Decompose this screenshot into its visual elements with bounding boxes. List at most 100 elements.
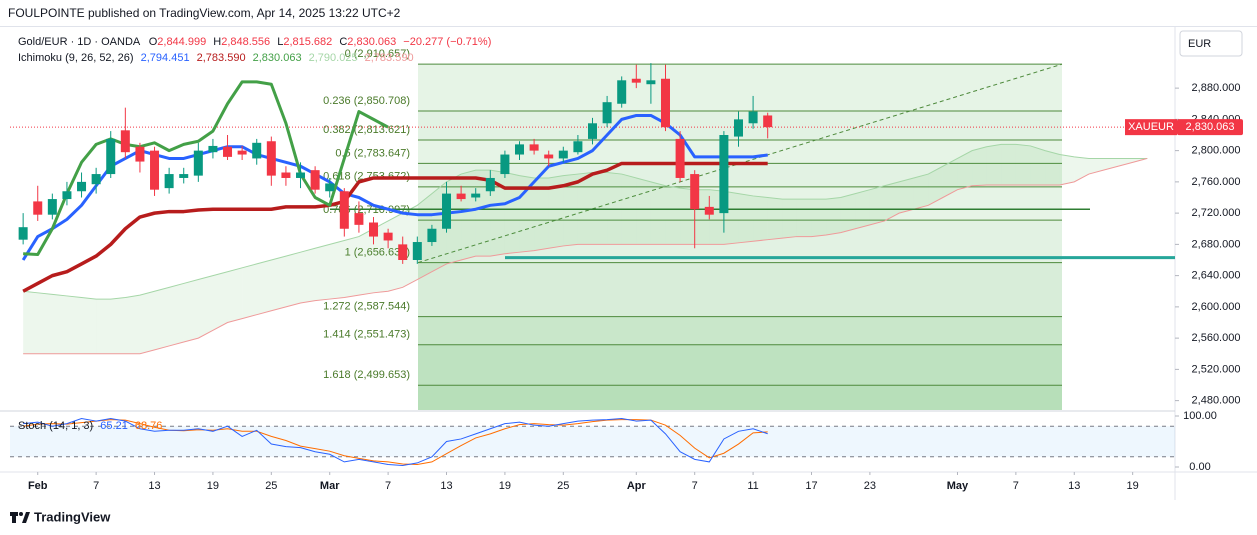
cloud-fill: [212, 271, 228, 331]
y-tick-label: 2,800.000: [1192, 145, 1241, 157]
h-value: 2,848.556: [221, 36, 270, 48]
currency-box[interactable]: [1179, 30, 1243, 57]
x-tick-label: May: [947, 480, 969, 492]
stoch-legend: Stoch (14, 1, 3) 65.21 68.76: [18, 420, 162, 432]
y-tick-label: 2,880.000: [1192, 82, 1241, 94]
fib-label: 1.414 (2,551.473): [323, 329, 410, 341]
indicator-name: Ichimoku (9, 26, 52, 26): [18, 52, 134, 64]
candle-body: [471, 193, 481, 198]
chart-title: FOULPOINTE published on TradingView.com,…: [8, 6, 401, 20]
candle-body: [77, 181, 87, 192]
candle-body: [646, 80, 656, 85]
candle-body: [733, 119, 743, 137]
cloud-fill: [607, 172, 622, 245]
fib-band: [418, 344, 1062, 386]
indicator-legend: Ichimoku (9, 26, 52, 26) 2,794.451 2,783…: [18, 52, 414, 64]
cloud-fill: [796, 199, 812, 237]
cloud-fill: [23, 291, 38, 354]
candle-body: [558, 150, 568, 159]
candle-body: [500, 154, 510, 175]
candle-body: [456, 193, 466, 200]
y-tick-label: 2,720.000: [1192, 207, 1241, 219]
cloud-fill: [826, 197, 841, 235]
fib-label: 0.5 (2,783.647): [335, 147, 410, 159]
cloud-fill: [928, 166, 943, 206]
candle-body: [237, 150, 247, 155]
candle-body: [135, 146, 145, 162]
fib-label: 0.618 (2,753.672): [323, 171, 410, 183]
candle-body: [719, 135, 729, 214]
x-tick-label: 13: [1068, 480, 1080, 492]
candle-body: [442, 193, 452, 229]
cloud-fill: [1088, 158, 1104, 175]
ichimoku-line: [21, 113, 768, 261]
fib-label: 1 (2,656.636): [345, 247, 410, 259]
cloud-edge: [23, 143, 1148, 300]
cloud-fill: [840, 193, 856, 233]
x-tick-label: Apr: [627, 480, 647, 492]
candle-body: [573, 141, 583, 153]
candle-body: [18, 227, 28, 240]
cloud-fill: [490, 170, 505, 257]
l-label: L: [277, 36, 283, 48]
candle-body: [266, 141, 276, 176]
cloud-fill: [461, 170, 476, 260]
cloud-fill: [913, 174, 929, 210]
candle-body: [120, 130, 130, 153]
x-tick-label: 7: [1013, 480, 1019, 492]
candle-body: [281, 172, 291, 178]
ichimoku-line: [23, 80, 389, 257]
x-tick-label: 7: [385, 480, 391, 492]
candle-body: [223, 146, 233, 157]
cloud-fill: [227, 267, 243, 323]
candle-body: [208, 145, 218, 153]
candle-body: [412, 242, 422, 260]
cloud-fill: [650, 181, 666, 245]
x-tick-label: Feb: [28, 480, 48, 492]
cloud-fill: [66, 295, 82, 354]
cloud-fill: [344, 236, 359, 298]
fib-band: [418, 316, 1062, 345]
candle-body: [617, 80, 627, 104]
fib-label: 0.236 (2,850.708): [323, 95, 410, 107]
y-tick-label: 2,520.000: [1192, 363, 1241, 375]
cloud-fill: [1030, 145, 1046, 185]
cloud-fill: [256, 260, 272, 315]
y-tick-label: 2,640.000: [1192, 270, 1241, 282]
candle-body: [602, 102, 612, 124]
cloud-fill: [899, 177, 914, 214]
x-tick-label: 7: [93, 480, 99, 492]
c-label: C: [339, 36, 347, 48]
o-value: 2,844.999: [157, 36, 206, 48]
x-tick-label: 25: [265, 480, 277, 492]
cloud-fill: [358, 228, 374, 296]
candle-body: [763, 115, 773, 128]
plot: 0 (2,910.657) 0.236 (2,850.708) 0.382 (2,8…: [10, 48, 1243, 492]
candle-body: [339, 191, 349, 229]
cloud-fill: [198, 275, 213, 339]
cloud-fill: [183, 279, 199, 343]
cloud-fill: [1045, 150, 1060, 185]
candle-body: [398, 244, 408, 260]
cloud-fill: [110, 297, 126, 354]
cloud-fill: [782, 199, 797, 239]
candle-body: [310, 170, 320, 190]
stoch-name: Stoch (14, 1, 3): [18, 420, 93, 432]
fib-label: 1.272 (2,587.544): [323, 301, 410, 313]
cloud-fill: [329, 240, 345, 300]
candle-body: [515, 144, 525, 155]
cloud-fill: [169, 283, 184, 346]
candle-body: [150, 150, 160, 190]
symbol-tag: XAUEUR: [1128, 121, 1174, 133]
cloud-fill: [986, 144, 1002, 185]
cloud-fill: [1015, 144, 1031, 185]
y-tick-label: 2,600.000: [1192, 301, 1241, 313]
cloud-fill: [592, 172, 608, 245]
stoch-tick-label: 100.00: [1183, 410, 1217, 422]
overlay: Gold/EUR · 1D · OANDA O2,844.999 H2,848.…: [10, 36, 491, 524]
cloud-fill: [957, 150, 973, 190]
fib-label: 0 (2,910.657): [345, 48, 410, 60]
cloud-fill: [96, 299, 111, 354]
x-tick-label: 19: [207, 480, 219, 492]
candle-body: [529, 144, 539, 151]
